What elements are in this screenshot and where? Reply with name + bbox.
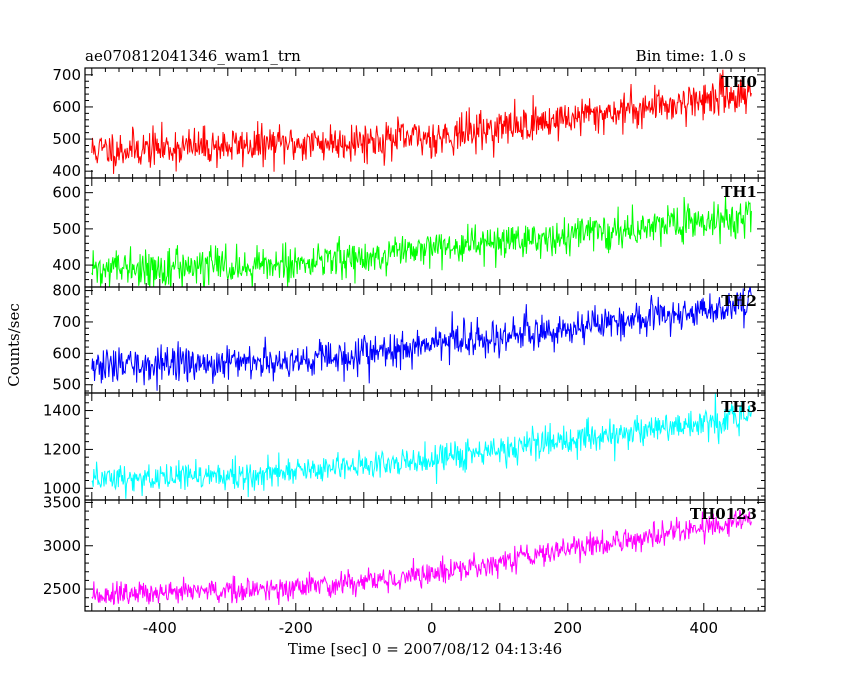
y-tick-label: 1200: [43, 440, 81, 458]
x-tick-label: 400: [689, 619, 718, 637]
bin-time-label: Bin time: 1.0 s: [636, 47, 746, 65]
x-tick-label: 200: [553, 619, 582, 637]
panel-label-th3: TH3: [721, 398, 757, 416]
y-tick-label: 800: [52, 282, 81, 300]
panels-group: 400 500 600 700 TH0 400 500 600 TH1 500 600 700 800 T…: [43, 66, 766, 637]
y-tick-label: 600: [52, 98, 81, 116]
panel-label-th2: TH2: [721, 292, 757, 310]
y-tick-label: 1400: [43, 402, 81, 420]
panel-label-th1: TH1: [721, 183, 757, 201]
series-line-th1: [91, 196, 752, 287]
y-tick-label: 500: [52, 376, 81, 394]
series-line-th0123: [91, 509, 752, 606]
panel-th1: 400 500 600 TH1: [52, 177, 766, 288]
panel-th2: 500 600 700 800 TH2: [52, 282, 766, 394]
x-tick-label: -200: [279, 619, 313, 637]
y-axis-label: Counts/sec: [5, 303, 23, 387]
panel-label-th0: TH0: [721, 73, 757, 91]
y-tick-label: 700: [52, 66, 81, 84]
series-line-th3: [91, 393, 752, 499]
y-tick-label: 500: [52, 220, 81, 238]
y-tick-label: 600: [52, 344, 81, 362]
x-axis-label: Time [sec] 0 = 2007/08/12 04:13:46: [288, 640, 562, 658]
y-tick-label: 400: [52, 256, 81, 274]
series-line-th2: [91, 287, 752, 391]
y-tick-label: 400: [52, 162, 81, 180]
y-tick-label: 2500: [43, 580, 81, 598]
plot-title: ae070812041346_wam1_trn: [85, 47, 301, 65]
panel-frame: [84, 67, 766, 179]
y-tick-label: 3000: [43, 537, 81, 555]
panel-frame: [84, 499, 766, 612]
panel-th0: 400 500 600 700 TH0: [52, 66, 766, 180]
y-tick-label: 500: [52, 130, 81, 148]
panel-th0123: 2500 3000 3500 TH0123: [43, 493, 766, 612]
panel-label-th0123: TH0123: [690, 505, 757, 523]
y-tick-label: 1000: [43, 479, 81, 497]
x-tick-label: 0: [427, 619, 437, 637]
y-tick-label: 700: [52, 313, 81, 331]
series-line-th0: [91, 69, 752, 174]
x-tick-label: -400: [143, 619, 177, 637]
y-tick-label: 3500: [43, 493, 81, 511]
panel-th3: 1000 1200 1400 TH3: [43, 392, 766, 501]
y-tick-label: 600: [52, 184, 81, 202]
